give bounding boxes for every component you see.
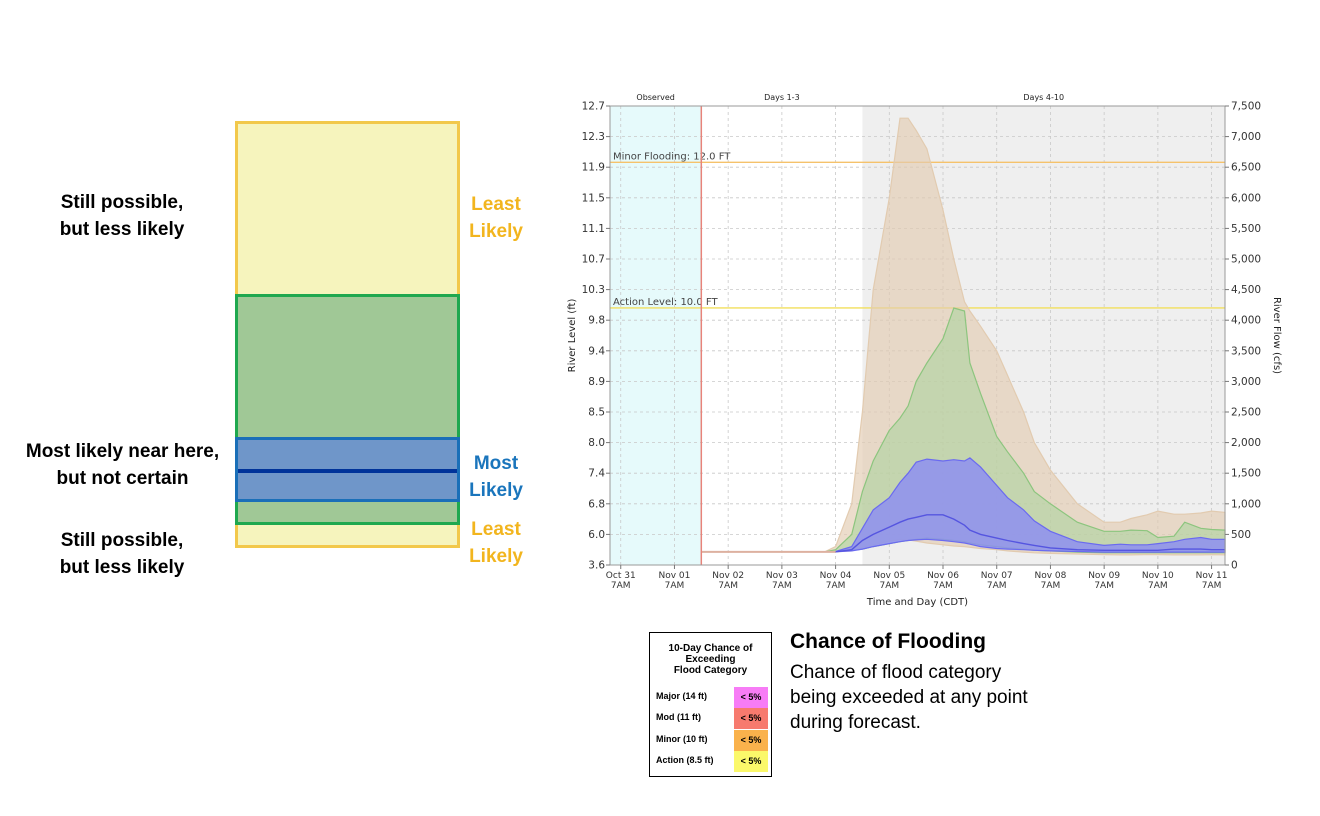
label-bottom-possible: Still possible, but less likely [59,530,185,578]
flood-category-legend: 10-Day Chance of Exceeding Flood Categor… [649,632,772,777]
x-tick-time: 7AM [933,581,953,591]
label-top-possible: Still possible, but less likely [59,192,185,240]
y-tick-label: 6.8 [588,498,605,510]
y2-tick-label: 4,000 [1231,315,1261,327]
threshold-label: Action Level: 10.0 FT [613,297,718,308]
y-tick-label: 8.5 [588,407,605,419]
y2-tick-label: 5,500 [1231,223,1261,235]
x-tick-time: 7AM [879,581,899,591]
y2-tick-label: 5,000 [1231,254,1261,266]
x-tick-day: Nov 05 [873,571,905,581]
x-tick-time: 7AM [718,581,738,591]
plot-frame [609,105,1226,566]
section-header: Days 4-10 [1023,93,1064,102]
y2-tick-label: 1,500 [1231,468,1261,480]
label-most-likely-near: Most likely near here, but not certain [25,441,220,489]
y-tick-label: 8.0 [588,437,605,449]
y2-tick-label: 6,500 [1231,162,1261,174]
y-tick-label: 6.0 [588,529,605,541]
y2-tick-label: 0 [1231,560,1238,572]
label-most-likely: Most Likely [469,453,523,501]
legend-row-major: Major (14 ft) < 5% [656,687,768,708]
threshold-label: Minor Flooding: 12.0 FT [613,151,731,162]
x-axis-label: Time and Day (CDT) [866,597,968,608]
legend-row-label: Mod (11 ft) [656,712,701,722]
y-tick-label: 12.3 [582,131,605,143]
y-tick-label: 9.8 [588,315,605,327]
y-tick-label: 11.9 [582,162,605,174]
info-title: Chance of Flooding [790,630,986,653]
legend-row-value: < 5% [734,687,768,708]
x-tick-day: Nov 01 [659,571,691,581]
legend-title: 10-Day Chance of Exceeding Flood Categor… [668,643,753,676]
x-tick-time: 7AM [611,581,631,591]
x-tick-time: 7AM [665,581,685,591]
y-tick-label: 12.7 [582,101,605,113]
y-tick-label: 7.4 [588,468,605,480]
y2-tick-label: 2,000 [1231,437,1261,449]
y-tick-label: 10.3 [582,284,605,296]
legend-row-moderate: Mod (11 ft) < 5% [656,708,768,729]
legend-row-value: < 5% [734,751,768,772]
band-yellow-top [235,121,460,296]
legend-row-value: < 5% [734,730,768,751]
legend-row-minor: Minor (10 ft) < 5% [656,730,768,751]
x-tick-day: Nov 06 [927,571,959,581]
x-tick-day: Nov 10 [1142,571,1174,581]
median-line [701,514,1225,553]
y2-tick-label: 6,000 [1231,192,1261,204]
y-tick-label: 3.6 [588,560,605,572]
y2-tick-label: 500 [1231,529,1251,541]
y-axis-label: River Level (ft) [567,299,578,373]
median-line [238,469,457,473]
y2-tick-label: 3,000 [1231,376,1261,388]
legend-row-action: Action (8.5 ft) < 5% [656,751,768,772]
y-tick-label: 9.4 [588,345,605,357]
x-tick-time: 7AM [1094,581,1114,591]
observed-region [610,106,702,565]
x-tick-day: Nov 11 [1196,571,1228,581]
x-tick-day: Nov 09 [1088,571,1120,581]
x-tick-day: Oct 31 [606,571,636,581]
y2-tick-label: 2,500 [1231,407,1261,419]
x-tick-time: 7AM [826,581,846,591]
x-tick-time: 7AM [1202,581,1222,591]
x-tick-time: 7AM [1041,581,1061,591]
x-tick-time: 7AM [987,581,1007,591]
y2-tick-label: 3,500 [1231,345,1261,357]
label-bottom-least-likely: Least Likely [469,519,523,567]
river-forecast-chart: Minor Flooding: 12.0 FT Action Level: 10.… [567,93,1282,608]
y-tick-label: 8.9 [588,376,605,388]
legend-row-label: Major (14 ft) [656,691,708,701]
legend-row-label: Minor (10 ft) [656,734,708,744]
x-tick-day: Nov 03 [766,571,798,581]
y-tick-label: 11.1 [582,223,605,235]
section-header: Days 1-3 [764,93,800,102]
band-yellow-bottom [235,523,460,548]
y2-tick-label: 1,000 [1231,498,1261,510]
x-tick-day: Nov 08 [1034,571,1066,581]
x-tick-time: 7AM [772,581,792,591]
legend-row-value: < 5% [734,708,768,729]
y2-axis-label: River Flow (cfs) [1271,297,1282,374]
y2-tick-label: 7,000 [1231,131,1261,143]
x-tick-day: Nov 04 [820,571,852,581]
y2-tick-label: 7,500 [1231,101,1261,113]
label-top-least-likely: Least Likely [469,194,523,242]
x-tick-time: 7AM [1148,581,1168,591]
info-text: Chance of flood category being exceeded … [790,662,1028,733]
x-tick-day: Nov 02 [712,571,744,581]
y2-tick-label: 4,500 [1231,284,1261,296]
y-tick-label: 10.7 [582,254,605,266]
legend-row-label: Action (8.5 ft) [656,755,714,765]
x-tick-day: Nov 07 [981,571,1013,581]
y-tick-label: 11.5 [582,192,605,204]
section-header: Observed [636,93,675,102]
